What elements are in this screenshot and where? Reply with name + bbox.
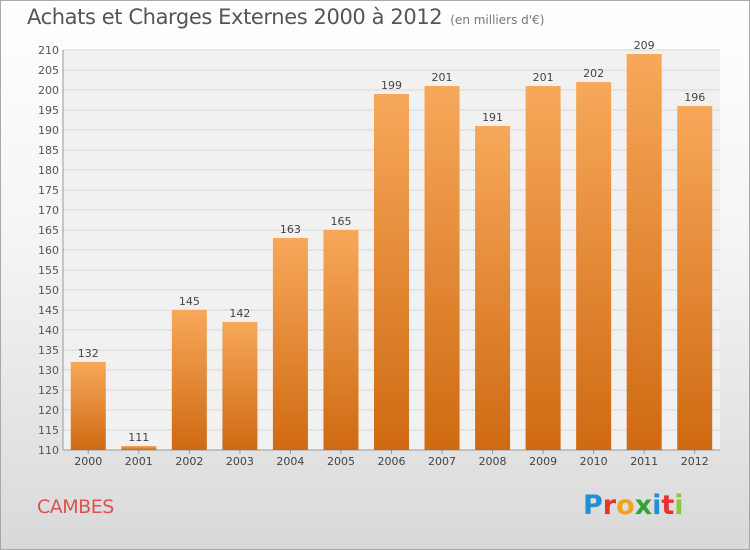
bars <box>70 54 713 450</box>
logo-letter: i <box>652 490 662 521</box>
bar-2001 <box>121 446 157 450</box>
bar-2012 <box>677 106 713 450</box>
y-tick-label: 120 <box>38 404 59 417</box>
chart-subtitle: (en milliers d'€) <box>450 13 545 27</box>
bar-2011 <box>626 54 662 450</box>
bar-2002 <box>171 310 207 450</box>
x-tick-label: 2007 <box>428 455 456 468</box>
x-tick-label: 2009 <box>529 455 557 468</box>
value-label: 201 <box>432 71 453 84</box>
chart-title-main: Achats et Charges Externes 2000 à 2012 <box>27 5 443 29</box>
x-tick-label: 2012 <box>681 455 709 468</box>
value-label: 165 <box>330 215 351 228</box>
x-tick-label: 2001 <box>125 455 153 468</box>
y-tick-label: 115 <box>38 424 59 437</box>
y-tick-label: 110 <box>38 444 59 457</box>
commune-name: CAMBES <box>37 496 114 518</box>
logo-letter: x <box>634 490 653 521</box>
bar-2003 <box>222 322 258 450</box>
x-tick-label: 2006 <box>378 455 406 468</box>
x-tick-label: 2003 <box>226 455 254 468</box>
y-tick-label: 185 <box>38 144 59 157</box>
value-label: 142 <box>229 307 250 320</box>
bar-2008 <box>475 126 511 450</box>
proxiti-logo[interactable]: Proxiti <box>583 490 684 521</box>
logo-letter: P <box>583 490 603 521</box>
bar-2004 <box>272 238 308 450</box>
logo-letter: i <box>674 490 684 521</box>
bar-2000 <box>70 362 106 450</box>
value-label: 145 <box>179 295 200 308</box>
x-tick-label: 2011 <box>630 455 658 468</box>
chart-title: Achats et Charges Externes 2000 à 2012 (e… <box>27 5 544 29</box>
x-tick-label: 2000 <box>74 455 102 468</box>
logo-letter: r <box>602 490 617 521</box>
x-tick-label: 2008 <box>479 455 507 468</box>
x-tick-label: 2004 <box>276 455 304 468</box>
y-tick-label: 200 <box>38 84 59 97</box>
bar-2005 <box>323 230 359 450</box>
y-tick-label: 145 <box>38 304 59 317</box>
value-label: 209 <box>634 39 655 52</box>
value-label: 191 <box>482 111 503 124</box>
y-tick-label: 190 <box>38 124 59 137</box>
y-tick-label: 195 <box>38 104 59 117</box>
y-tick-label: 125 <box>38 384 59 397</box>
bar-2006 <box>374 94 409 450</box>
y-tick-label: 130 <box>38 364 59 377</box>
y-tick-label: 175 <box>38 184 59 197</box>
data-labels: 132 111 145 142 163 165 199 201 191 201 202 209 196 <box>78 39 705 444</box>
y-tick-label: 135 <box>38 344 59 357</box>
value-label: 111 <box>128 431 149 444</box>
value-label: 163 <box>280 223 301 236</box>
axes: 110 115 120 125 130 135 140 145 150 155 160 165 170 1… <box>38 44 720 468</box>
y-tick-label: 150 <box>38 284 59 297</box>
y-tick-label: 210 <box>38 44 59 57</box>
value-label: 199 <box>381 79 402 92</box>
y-tick-label: 170 <box>38 204 59 217</box>
value-label: 202 <box>583 67 604 80</box>
y-tick-label: 180 <box>38 164 59 177</box>
x-tick-label: 2005 <box>327 455 355 468</box>
bar-2010 <box>576 82 612 450</box>
x-tick-label: 2010 <box>580 455 608 468</box>
y-tick-label: 155 <box>38 264 59 277</box>
logo-letter: o <box>616 490 635 521</box>
x-tick-label: 2002 <box>175 455 203 468</box>
value-label: 132 <box>78 347 99 360</box>
y-tick-label: 140 <box>38 324 59 337</box>
bar-2009 <box>525 86 561 450</box>
y-tick-label: 160 <box>38 244 59 257</box>
value-label: 201 <box>533 71 554 84</box>
y-tick-label: 165 <box>38 224 59 237</box>
bar-2007 <box>424 86 460 450</box>
y-tick-label: 205 <box>38 64 59 77</box>
logo-letter: t <box>661 490 675 521</box>
value-label: 196 <box>684 91 705 104</box>
